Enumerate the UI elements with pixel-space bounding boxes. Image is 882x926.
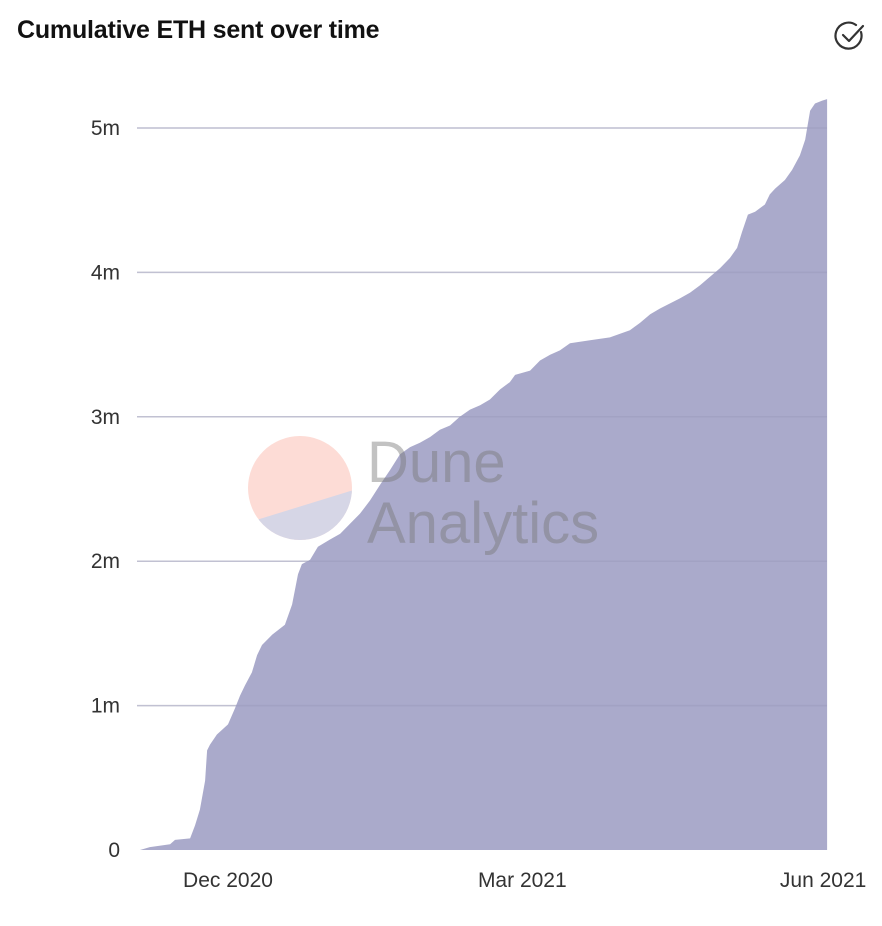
y-tick-label: 0 [108, 839, 120, 862]
check-circle-icon[interactable] [834, 20, 866, 52]
y-tick-label: 4m [91, 261, 120, 284]
watermark-line2: Analytics [367, 491, 599, 556]
x-tick-label: Jun 2021 [780, 869, 866, 892]
x-tick-label: Dec 2020 [183, 869, 273, 892]
chart-title: Cumulative ETH sent over time [17, 16, 380, 44]
watermark-line1: Dune [367, 430, 506, 495]
dune-logo [248, 436, 352, 540]
y-tick-label: 3m [91, 406, 120, 429]
cumulative-eth-area [140, 99, 828, 851]
y-tick-label: 5m [91, 117, 120, 140]
x-tick-label: Mar 2021 [478, 869, 567, 892]
y-tick-label: 1m [91, 695, 120, 718]
dune-watermark: Dune Analytics [248, 430, 599, 556]
y-tick-label: 2m [91, 550, 120, 573]
